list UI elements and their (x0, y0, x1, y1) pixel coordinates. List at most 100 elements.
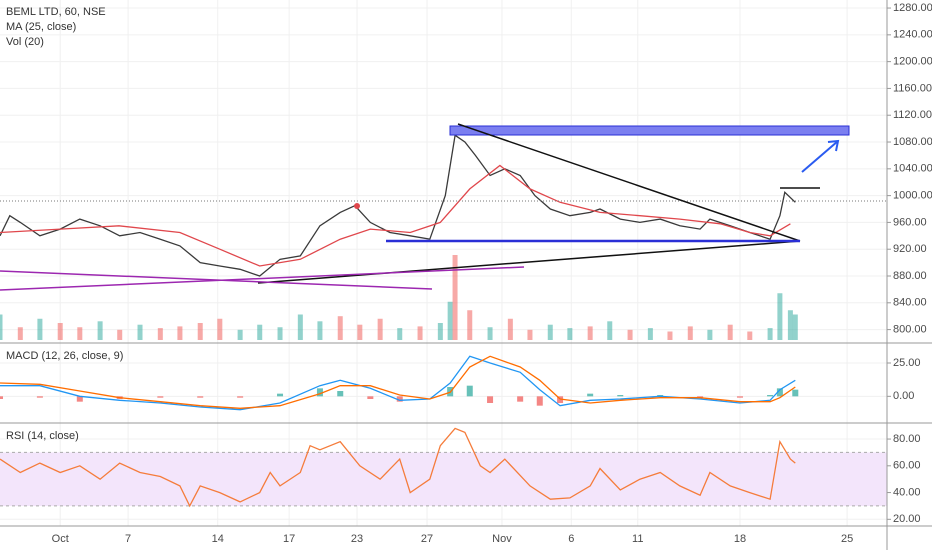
rsi-band (0, 452, 887, 506)
y-tick-label: 40.00 (893, 486, 921, 498)
volume-bar (257, 324, 263, 340)
indicator-label: Vol (20) (6, 36, 44, 48)
x-tick-label: 25 (841, 533, 853, 545)
histogram-bar (197, 396, 204, 398)
marker (354, 203, 360, 209)
x-tick-label: 14 (212, 533, 224, 545)
volume-bar (117, 329, 123, 340)
y-tick-label: 25.00 (893, 357, 921, 369)
x-tick-label: 7 (125, 533, 131, 545)
histogram-bar (396, 396, 403, 402)
volume-bar (507, 318, 513, 340)
volume-bar (317, 321, 323, 340)
histogram-bar (76, 396, 83, 402)
histogram-bar (767, 395, 774, 397)
volume-bar (727, 324, 733, 340)
volume-bar (177, 326, 183, 340)
histogram-bar (792, 389, 799, 397)
volume-bar (452, 255, 458, 340)
volume-bar (97, 321, 103, 340)
histogram-bar (157, 396, 164, 398)
arrow-head (827, 139, 840, 152)
x-tick-label: 23 (351, 533, 363, 545)
volume-bar (792, 314, 798, 340)
histogram-bar (536, 396, 543, 406)
series-line (0, 427, 796, 508)
volume-bar (397, 328, 403, 340)
grid (0, 0, 887, 526)
volume-bar (417, 326, 423, 340)
x-tick-label: 17 (283, 533, 295, 545)
histogram-bar (367, 396, 374, 399)
volume-bar (667, 331, 673, 340)
volume-bar (767, 328, 773, 340)
volume-bar (157, 328, 163, 340)
volume-bar (57, 323, 63, 340)
volume-bar (357, 324, 363, 340)
volume-bar (647, 328, 653, 340)
volume-bar (787, 310, 793, 340)
x-tick-label: 18 (734, 533, 746, 545)
y-tick-label: 60.00 (893, 460, 921, 472)
histogram-bar (587, 393, 594, 397)
histogram-bar (0, 396, 3, 399)
volume-bar (137, 324, 143, 340)
histogram-bar (617, 395, 624, 397)
volume-bar (487, 327, 493, 340)
x-tick-label: Nov (492, 533, 512, 545)
volume-bar (627, 329, 633, 340)
y-tick-label: 840.00 (893, 297, 927, 309)
chart-title: BEML LTD, 60, NSE (6, 6, 106, 18)
volume-bar (437, 323, 443, 340)
y-tick-label: 0.00 (893, 390, 914, 402)
volume-bar (777, 293, 783, 340)
y-tick-label: 1040.00 (893, 163, 932, 175)
volume-bar (707, 329, 713, 340)
histogram-bar (337, 391, 344, 397)
trendline (0, 266, 525, 291)
y-tick-label: 1080.00 (893, 136, 932, 148)
y-tick-label: 960.00 (893, 216, 927, 228)
y-tick-label: 880.00 (893, 270, 927, 282)
volume-bar (587, 326, 593, 340)
histogram-bar (736, 396, 743, 398)
volume-bar (0, 314, 3, 340)
volume-bar (447, 301, 453, 340)
y-tick-label: 1240.00 (893, 29, 932, 41)
pane-title: RSI (14, close) (6, 430, 79, 442)
volume-bar (527, 329, 533, 340)
x-tick-label: 27 (421, 533, 433, 545)
y-tick-label: 20.00 (893, 513, 921, 525)
series-line (0, 134, 796, 277)
volume-bar (217, 318, 223, 340)
y-tick-label: 80.00 (893, 433, 921, 445)
x-tick-label: 6 (568, 533, 574, 545)
pane-title: MACD (12, 26, close, 9) (6, 350, 123, 362)
y-tick-label: 1280.00 (893, 2, 932, 14)
y-tick-label: 1200.00 (893, 56, 932, 68)
volume-bar (17, 327, 23, 340)
volume-bar (747, 331, 753, 340)
volume-bar (377, 318, 383, 340)
histogram-bar (776, 388, 783, 397)
y-tick-label: 1120.00 (893, 109, 932, 121)
y-tick-label: 1000.00 (893, 190, 932, 202)
volume-bar (37, 318, 43, 340)
volume-bar (297, 314, 303, 340)
volume-bar (607, 321, 613, 340)
indicator-label: MA (25, close) (6, 21, 76, 33)
histogram-bar (517, 396, 524, 402)
x-tick-label: 11 (632, 533, 643, 545)
y-tick-label: 920.00 (893, 243, 927, 255)
histogram-bar (466, 385, 473, 397)
drawings (0, 123, 887, 291)
y-tick-label: 1160.00 (893, 82, 932, 94)
volume-bar (467, 310, 473, 340)
histogram-bar (36, 396, 43, 398)
histogram-bar (237, 396, 244, 398)
volume-bar (547, 324, 553, 340)
y-tick-label: 800.00 (893, 324, 927, 336)
resistance-zone (449, 125, 850, 136)
